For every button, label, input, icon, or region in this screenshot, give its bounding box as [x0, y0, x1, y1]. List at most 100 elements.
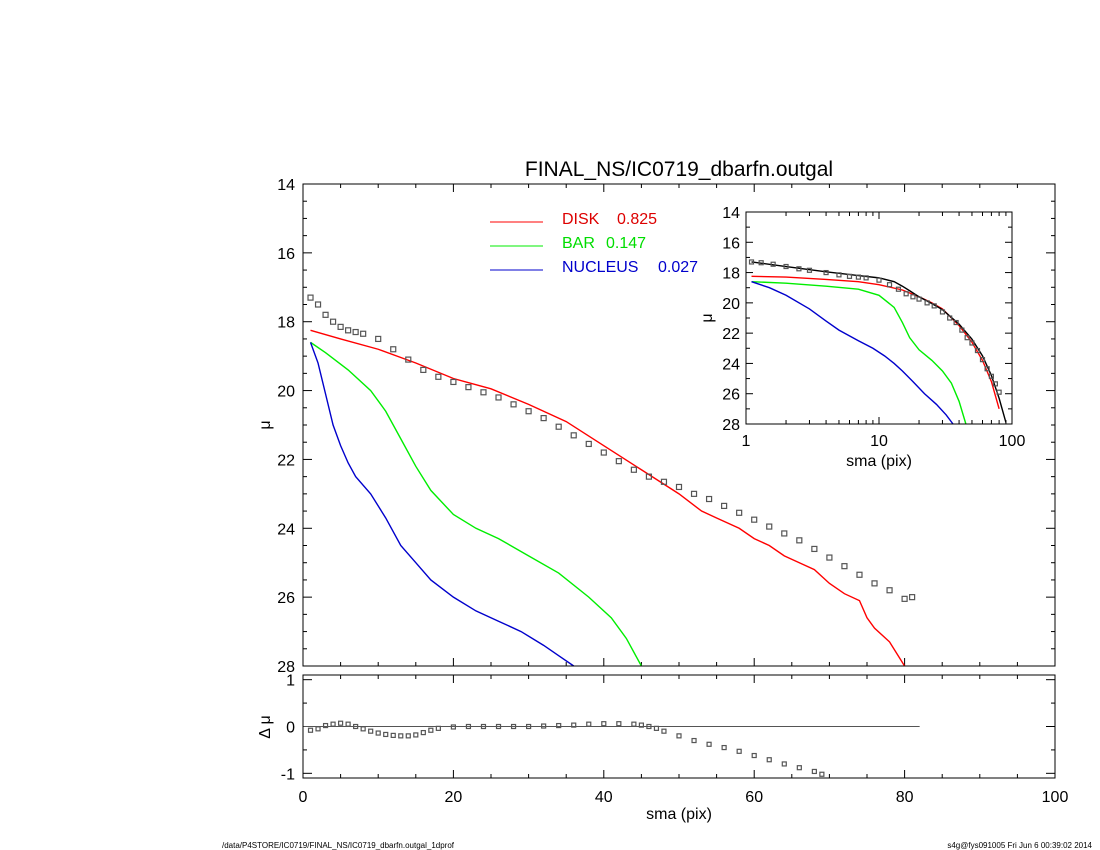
residual-observed-point: [480, 723, 487, 730]
main-observed-point: [420, 366, 427, 374]
main-observed-markers: [307, 294, 916, 602]
residual-xtick-label: 20: [445, 789, 463, 806]
residual-observed-point: [383, 731, 389, 738]
main-observed-point: [345, 327, 352, 334]
residual-frame: [302, 674, 1056, 779]
main-observed-point: [352, 328, 359, 336]
residual-observed-point: [465, 723, 472, 730]
inset-ytick-label: 28: [722, 417, 740, 434]
main-ytick-label: 22: [277, 452, 295, 469]
main-observed-point: [390, 346, 397, 353]
main-ytick-label: 20: [277, 384, 295, 401]
main-observed-point: [375, 335, 382, 343]
inset-observed-point: [886, 282, 893, 288]
residual-observed-point: [525, 723, 532, 730]
main-observed-point: [600, 449, 607, 456]
inset-observed-point: [924, 300, 930, 306]
main-observed-point: [510, 401, 517, 408]
inset-ytick-label: 20: [722, 296, 740, 313]
inset-xlabel: sma (pix): [846, 453, 912, 470]
main-observed-point: [856, 571, 863, 578]
main-observed-point: [307, 294, 314, 301]
inset-panel: 1 10 100 14 16 18 20 22 24 26 28 sma (pix) μ: [699, 205, 1025, 470]
residual-observed-point: [428, 727, 434, 733]
main-observed-point: [901, 595, 908, 602]
inset-observed-point: [876, 277, 882, 283]
inset-bar-line: [751, 280, 967, 425]
main-observed-point: [615, 458, 622, 465]
residual-observed-point: [353, 723, 359, 730]
main-ytick-label: 24: [277, 521, 295, 538]
main-observed-point: [570, 432, 577, 439]
residual-observed-point: [781, 761, 787, 767]
residual-observed-point: [616, 721, 622, 727]
residual-observed-point: [736, 748, 742, 754]
inset-xtick-label: 1: [742, 433, 751, 450]
main-observed-point: [465, 384, 472, 391]
inset-observed-point: [931, 303, 937, 309]
inset-background: [746, 212, 1012, 424]
main-observed-point: [721, 502, 728, 510]
inset-ytick-label: 14: [722, 205, 740, 222]
legend-name-nucleus: NUCLEUS: [562, 259, 638, 276]
residual-observed-point: [661, 728, 667, 734]
residual-observed-point: [556, 722, 562, 729]
residual-observed-point: [368, 728, 374, 734]
inset-observed-point: [984, 366, 990, 372]
main-frame: [302, 183, 1056, 667]
plot-title: FINAL_NS/IC0719_dbarfn.outgal: [525, 158, 833, 181]
residual-panel: 0 20 40 60 80 100-101 sma (pix) Δ μ: [257, 673, 1068, 823]
main-observed-point: [495, 394, 502, 401]
residual-observed-point: [405, 733, 411, 739]
main-observed-point: [736, 509, 743, 516]
residual-observed-point: [398, 733, 404, 739]
inset-observed-point: [770, 261, 776, 267]
main-ytick-label: 18: [277, 315, 295, 332]
residual-observed-point: [375, 730, 381, 736]
residual-observed-point: [541, 723, 547, 729]
residual-observed-point: [653, 725, 660, 731]
residual-observed-point: [315, 726, 321, 732]
inset-ytick-label: 18: [722, 266, 740, 283]
main-ytick-label: 28: [277, 659, 295, 676]
inset-nucleus-line: [751, 280, 954, 425]
inset-observed-point: [939, 309, 946, 315]
main-observed-point: [405, 356, 412, 363]
inset-ylabel: μ: [699, 313, 716, 322]
residual-xtick-label: 80: [896, 789, 914, 806]
residual-observed-point: [338, 720, 344, 726]
inset-ytick-label: 16: [722, 235, 740, 252]
inset-observed-point: [964, 335, 970, 341]
residual-observed-point: [706, 741, 712, 747]
footer-left-path: /data/P4STORE/IC0719/FINAL_NS/IC0719_dba…: [222, 841, 455, 850]
legend-name-disk: DISK: [562, 211, 600, 228]
inset-observed-point: [979, 357, 986, 363]
residual-observed-point: [322, 722, 329, 729]
main-observed-point: [630, 466, 637, 473]
main-bar-line: [310, 341, 643, 667]
inset-ytick-label: 22: [722, 326, 740, 343]
inset-ytick-label: 24: [722, 356, 740, 373]
residual-observed-point: [413, 732, 419, 738]
main-observed-point: [660, 478, 668, 485]
inset-observed-point: [996, 389, 1002, 395]
inset-frame: [745, 211, 1013, 425]
main-ytick-label: 16: [277, 246, 295, 263]
residual-observed-point: [435, 725, 441, 731]
main-observed-point: [329, 318, 337, 325]
main-observed-point: [322, 311, 329, 318]
residual-observed-point: [450, 724, 456, 730]
main-observed-point: [871, 580, 878, 587]
inset-observed-point: [969, 340, 975, 346]
residual-series: [303, 720, 920, 777]
inset-observed-point: [783, 263, 789, 270]
inset-observed-point: [846, 273, 853, 279]
legend-item-nucleus: NUCLEUS 0.027: [490, 259, 698, 276]
residual-observed-point: [420, 729, 426, 736]
main-observed-point: [796, 537, 803, 544]
residual-ytick-label: 1: [286, 673, 295, 690]
inset-ytick-label: 26: [722, 387, 740, 404]
residual-observed-point: [819, 771, 825, 777]
main-observed-point: [841, 563, 848, 570]
